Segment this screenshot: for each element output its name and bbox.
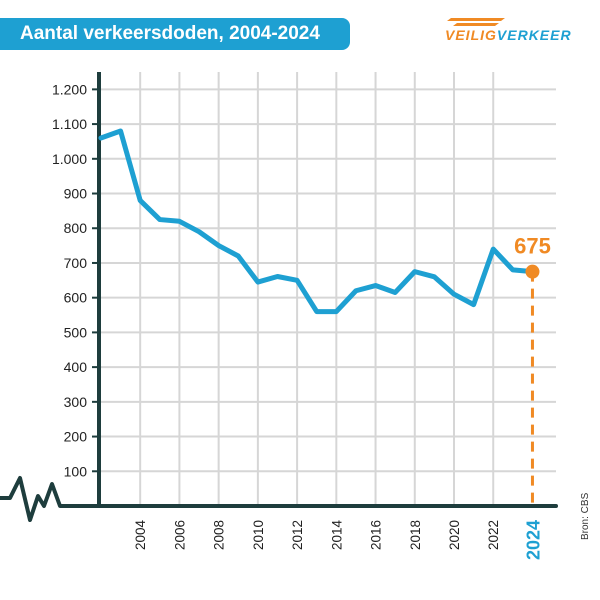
veilig-verkeer-logo: VEILIGVERKEER [445,16,585,50]
data-point [158,218,162,222]
data-point [354,289,358,293]
y-tick-label: 700 [64,255,88,271]
data-point [256,280,260,284]
data-point [275,275,279,279]
y-tick-label: 1.200 [52,81,87,97]
x-tick-label: 2004 [133,520,148,551]
data-point [99,136,103,140]
highlight-2024: 675 2024 [514,234,551,560]
data-point [374,284,378,288]
data-point [119,129,123,133]
y-tick-label: 300 [64,394,88,410]
data-point [197,230,201,234]
data-point [491,247,495,251]
source-label: Bron: CBS [580,492,591,540]
series-deaths [98,128,535,315]
highlight-point [525,264,540,279]
x-tick-label: 2010 [251,520,266,550]
x-tick-label: 2016 [369,520,384,550]
data-point [511,268,515,272]
data-point [295,278,299,282]
x-tick-label: 2008 [212,520,227,550]
y-tick-label: 200 [64,429,88,445]
y-tick-label: 600 [64,290,88,306]
data-point [472,303,476,307]
data-point [432,275,436,279]
x-tick-label: 2012 [290,520,305,550]
data-point [315,310,319,314]
grid [99,72,556,506]
data-point [334,310,338,314]
logo-stripes-icon [447,18,505,26]
heartbeat-line [0,476,80,522]
data-point [413,270,417,274]
y-tick-label: 800 [64,220,88,236]
x-axis-ticks: 2004 2006 2008 2010 2012 2014 2016 2018 2020 2022 [133,520,501,551]
x-tick-label: 2006 [172,520,187,550]
x-tick-label: 2020 [447,520,462,550]
chart-title: Aantal verkeersdoden, 2004-2024 [0,18,350,50]
x-tick-label: 2022 [486,520,501,550]
data-point [452,292,456,296]
highlight-value-label: 675 [514,234,551,259]
data-point [138,198,142,202]
y-tick-label: 100 [64,463,88,479]
y-tick-label: 1.100 [52,116,87,132]
x-tick-label: 2018 [408,520,423,550]
y-tick-label: 900 [64,186,88,202]
logo-text: VEILIGVERKEER [445,27,572,43]
y-tick-label: 1.000 [52,151,87,167]
y-tick-label: 400 [64,359,88,375]
data-point [393,290,397,294]
data-point [217,244,221,248]
highlight-year-label: 2024 [523,520,543,560]
data-point [236,254,240,258]
y-tick-label: 500 [64,324,88,340]
y-axis-ticks: 100 200 300 400 500 600 700 800 900 1.000 1.100 1.2… [52,81,99,479]
data-point [177,219,181,223]
x-tick-label: 2014 [329,520,344,551]
